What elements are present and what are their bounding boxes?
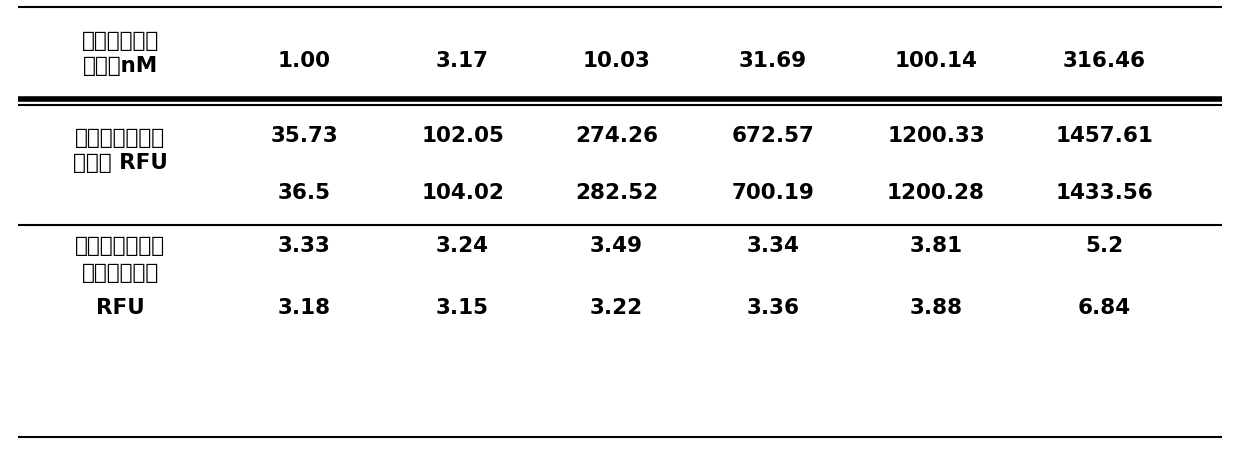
Text: 1200.33: 1200.33 — [887, 126, 985, 146]
Text: 282.52: 282.52 — [575, 182, 658, 202]
Text: 672.57: 672.57 — [732, 126, 815, 146]
Text: 1457.61: 1457.61 — [1055, 126, 1153, 146]
Text: 6.84: 6.84 — [1078, 298, 1131, 317]
Text: 1.00: 1.00 — [278, 51, 331, 71]
Text: 3.17: 3.17 — [436, 51, 489, 71]
Text: 3.15: 3.15 — [436, 298, 489, 317]
Text: 100.14: 100.14 — [894, 51, 977, 71]
Text: 1200.28: 1200.28 — [887, 182, 985, 202]
Text: 102.05: 102.05 — [422, 126, 503, 146]
Text: 3.33: 3.33 — [278, 236, 331, 255]
Text: 非特异性结合的: 非特异性结合的 — [76, 236, 166, 255]
Text: 10.03: 10.03 — [583, 51, 651, 71]
Text: 平均荧光强度: 平均荧光强度 — [82, 263, 159, 283]
Text: 3.34: 3.34 — [746, 236, 800, 255]
Text: 3.22: 3.22 — [590, 298, 644, 317]
Text: 700.19: 700.19 — [732, 182, 815, 202]
Text: 3.88: 3.88 — [909, 298, 962, 317]
Text: 316.46: 316.46 — [1063, 51, 1146, 71]
Text: 35.73: 35.73 — [270, 126, 339, 146]
Text: 5.2: 5.2 — [1085, 236, 1123, 255]
Text: 3.81: 3.81 — [909, 236, 962, 255]
Text: 3.18: 3.18 — [278, 298, 331, 317]
Text: 3.49: 3.49 — [590, 236, 644, 255]
Text: 3.24: 3.24 — [436, 236, 489, 255]
Text: 1433.56: 1433.56 — [1055, 182, 1153, 202]
Text: 3.36: 3.36 — [746, 298, 800, 317]
Text: 总结合的平均荧: 总结合的平均荧 — [76, 128, 166, 148]
Text: 36.5: 36.5 — [278, 182, 331, 202]
Text: 莥光标记抗体: 莥光标记抗体 — [82, 31, 159, 51]
Text: 浓度，nM: 浓度，nM — [83, 56, 159, 76]
Text: 104.02: 104.02 — [422, 182, 503, 202]
Text: 31.69: 31.69 — [739, 51, 807, 71]
Text: RFU: RFU — [97, 298, 145, 317]
Text: 274.26: 274.26 — [575, 126, 658, 146]
Text: 光强度 RFU: 光强度 RFU — [73, 153, 167, 172]
